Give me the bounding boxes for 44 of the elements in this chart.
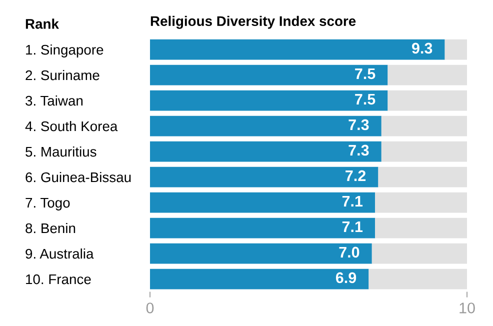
bar: [150, 116, 382, 136]
y-tick-label: 3. Taiwan: [26, 95, 83, 106]
bar: [150, 218, 376, 238]
data-label: 6.9: [336, 272, 356, 284]
chart-title: Religious Diversity Index score: [150, 16, 356, 29]
data-label: 7.5: [355, 94, 376, 105]
bar: [150, 39, 445, 60]
bar: [150, 90, 388, 111]
y-tick-label: 7. Togo: [26, 198, 70, 210]
data-label: 7.0: [339, 246, 360, 258]
data-label: 9.3: [412, 42, 432, 54]
bar: [150, 243, 372, 264]
bar: [388, 90, 467, 111]
y-tick-label: 2. Suriname: [26, 70, 100, 80]
y-tick-label: 8. Benin: [26, 222, 76, 234]
y-tick-label: 6. Guinea-Bissau: [26, 172, 131, 182]
data-label: 7.2: [346, 170, 366, 181]
bar: [388, 64, 467, 86]
data-label: 7.1: [342, 221, 363, 232]
bar: [381, 116, 467, 136]
data-label: 7.5: [355, 68, 376, 80]
y-tick-label: 10. France: [26, 274, 91, 284]
x-tick-label: 0: [146, 302, 154, 314]
bar: [368, 268, 467, 290]
x-tick-label: 10: [460, 302, 475, 314]
bar: [150, 268, 369, 290]
y-tick-label: 1. Singapore: [26, 44, 104, 58]
y-tick-label: 9. Australia: [26, 248, 94, 259]
bar: [150, 64, 388, 86]
y-tick-label: 5. Mauritius: [26, 146, 96, 157]
y-tick-label: 4. South Korea: [25, 120, 118, 132]
data-label: 7.3: [348, 144, 369, 156]
bar: [375, 218, 467, 238]
bar: [378, 166, 467, 188]
bar: [381, 141, 467, 162]
data-label: 7.1: [342, 196, 363, 206]
data-label: 7.3: [348, 119, 369, 130]
bar: [150, 192, 376, 213]
bar: [150, 166, 378, 188]
y-axis-title: Rank: [26, 18, 59, 29]
bar: [375, 192, 467, 213]
bar: [372, 243, 467, 264]
bar: [444, 39, 467, 60]
bar: [150, 141, 382, 162]
